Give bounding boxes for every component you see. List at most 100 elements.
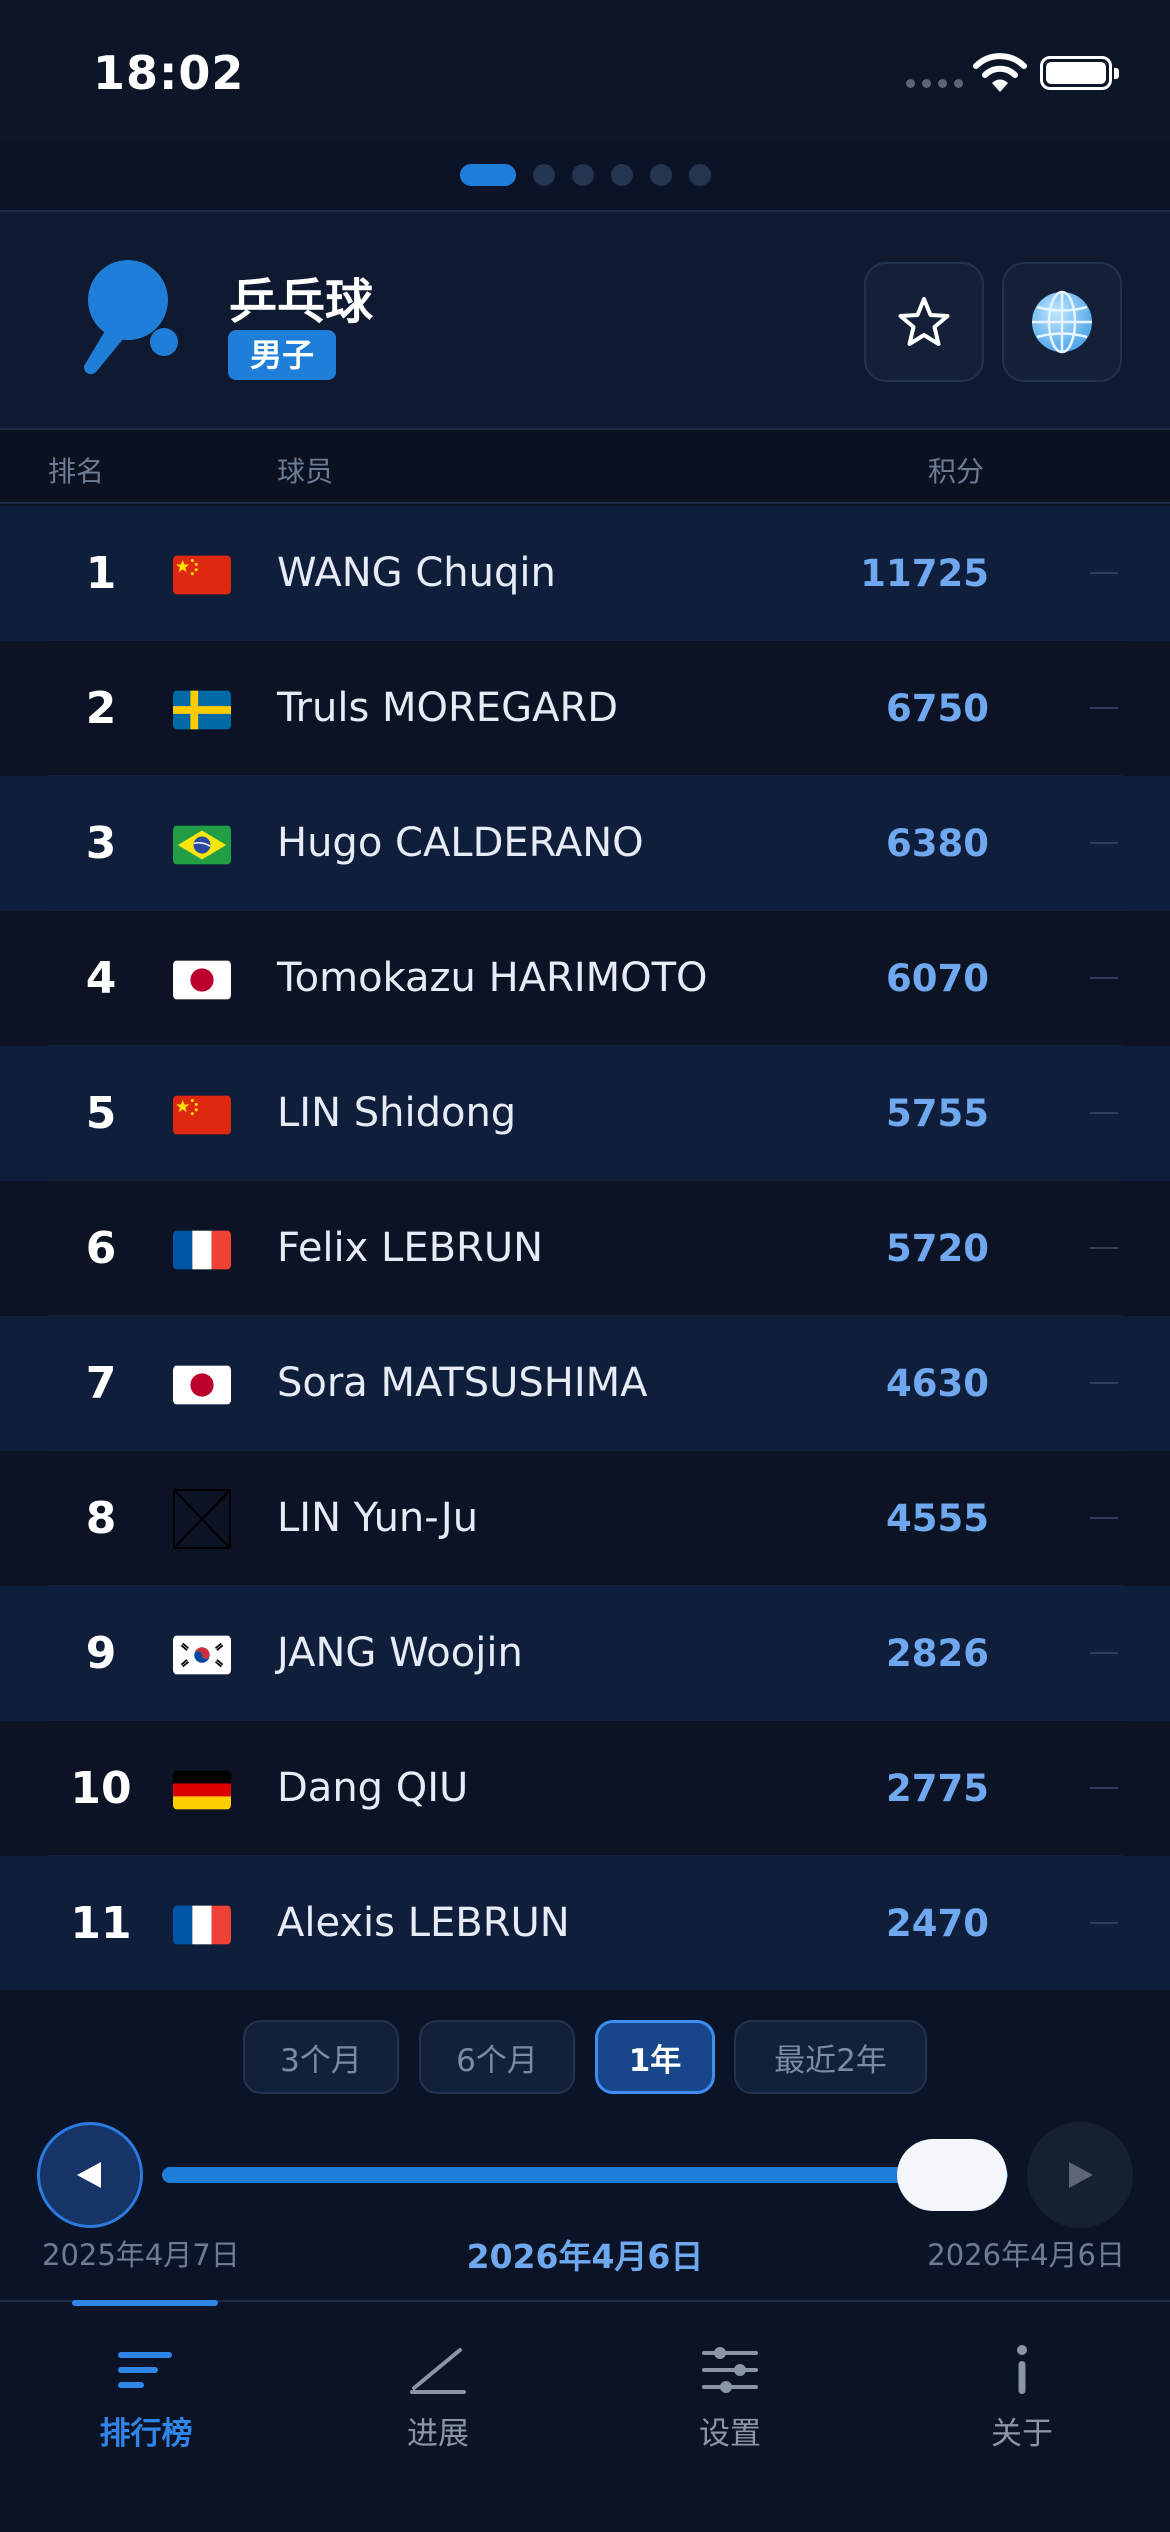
ranking-row[interactable]: 6 Felix LEBRUN 5720 — [0, 1181, 1170, 1316]
timeline-current-date: 2026年4月6日 — [466, 2237, 704, 2276]
rank-number: 8 — [85, 1493, 117, 1544]
rank-number: 11 — [70, 1898, 132, 1949]
player-name: Truls MOREGARD — [277, 685, 619, 731]
player-name: Hugo CALDERANO — [277, 820, 644, 866]
progress-chart-icon — [406, 2342, 470, 2398]
range-1-year-button[interactable]: 1年 — [595, 2020, 715, 2094]
play-backward-icon — [77, 2162, 101, 2188]
rank-change-dash — [1090, 1247, 1118, 1249]
tab-label: 关于 — [991, 2416, 1053, 2452]
ranking-row[interactable]: 3 Hugo CALDERANO 6380 — [0, 776, 1170, 911]
player-points: 11725 — [860, 552, 989, 595]
globe-button[interactable] — [1002, 262, 1122, 382]
player-name: Dang QIU — [277, 1765, 469, 1811]
china-flag-icon — [173, 1095, 231, 1135]
player-points: 2775 — [886, 1767, 989, 1810]
korea-flag-icon — [173, 1635, 231, 1675]
rank-number: 6 — [85, 1223, 117, 1274]
time-range-panel: 3个月 6个月 1年 最近2年 2025年4月7日 2026年4月6日 2026… — [0, 1990, 1170, 2300]
timeline-forward-button[interactable] — [1027, 2122, 1133, 2228]
battery-icon — [1040, 56, 1119, 90]
timeline-back-button[interactable] — [37, 2122, 143, 2228]
range-6-months-button[interactable]: 6个月 — [419, 2020, 575, 2094]
gender-badge[interactable]: 男子 — [228, 330, 337, 380]
tab-rankings[interactable]: 排行榜 — [0, 2342, 292, 2462]
ranking-row[interactable]: 2 Truls MOREGARD 6750 — [0, 641, 1170, 776]
player-name: LIN Shidong — [277, 1090, 517, 1136]
player-points: 4555 — [886, 1497, 989, 1540]
range-3-months-button[interactable]: 3个月 — [243, 2020, 399, 2094]
page-indicator[interactable] — [0, 140, 1170, 212]
japan-flag-icon — [173, 960, 231, 1000]
player-name: Alexis LEBRUN — [277, 1900, 570, 1946]
page-dot[interactable] — [649, 164, 672, 186]
table-header: 排名 球员 积分 — [0, 430, 1170, 504]
rank-change-dash — [1090, 1922, 1118, 1924]
player-points: 2826 — [886, 1632, 989, 1675]
page-dot[interactable] — [610, 164, 633, 186]
ranking-row[interactable]: 7 Sora MATSUSHIMA 4630 — [0, 1316, 1170, 1451]
ranking-row[interactable]: 5 LIN Shidong 5755 — [0, 1046, 1170, 1181]
page-dot[interactable] — [459, 164, 516, 186]
ranking-row[interactable]: 9 JANG Woojin 2826 — [0, 1586, 1170, 1721]
rank-number: 1 — [85, 548, 117, 599]
ranking-row[interactable]: 4 Tomokazu HARIMOTO 6070 — [0, 911, 1170, 1046]
tab-progress[interactable]: 进展 — [292, 2342, 584, 2462]
tab-about[interactable]: 关于 — [876, 2342, 1168, 2462]
rank-number: 4 — [85, 953, 117, 1004]
favorite-button[interactable] — [864, 262, 984, 382]
rank-change-dash — [1090, 1112, 1118, 1114]
timeline-start-date: 2025年4月7日 — [42, 2238, 240, 2272]
tab-settings[interactable]: 设置 — [584, 2342, 876, 2462]
column-points: 积分 — [928, 455, 985, 488]
rank-change-dash — [1090, 572, 1118, 574]
ranking-list: 1 WANG Chuqin 11725 2 Truls MOREGARD 675… — [0, 506, 1170, 1991]
player-name: Tomokazu HARIMOTO — [277, 955, 708, 1001]
globe-icon — [1032, 290, 1092, 354]
sport-header: 乒乓球 男子 — [0, 212, 1170, 430]
rank-number: 2 — [85, 683, 117, 734]
sweden-flag-icon — [173, 690, 231, 730]
player-name: JANG Woojin — [277, 1630, 523, 1676]
rank-change-dash — [1090, 707, 1118, 709]
ranking-row[interactable]: 10 Dang QIU 2775 — [0, 1721, 1170, 1856]
page-dot[interactable] — [571, 164, 594, 186]
france-flag-icon — [173, 1230, 231, 1270]
rank-change-dash — [1090, 1382, 1118, 1384]
tab-label: 进展 — [407, 2416, 469, 2452]
rank-change-dash — [1090, 1652, 1118, 1654]
missing-flag-icon — [173, 1489, 231, 1549]
page-dot[interactable] — [532, 164, 555, 186]
rank-number: 10 — [70, 1763, 132, 1814]
page-dot[interactable] — [688, 164, 711, 186]
wifi-icon — [973, 53, 1027, 92]
player-name: WANG Chuqin — [277, 550, 556, 596]
column-rank: 排名 — [48, 455, 105, 488]
player-points: 4630 — [886, 1362, 989, 1405]
china-flag-icon — [173, 555, 231, 595]
timeline-end-date: 2026年4月6日 — [927, 2238, 1125, 2272]
star-icon — [898, 297, 950, 346]
range-2-years-button[interactable]: 最近2年 — [734, 2020, 927, 2094]
player-points: 5720 — [886, 1227, 989, 1270]
rank-change-dash — [1090, 1787, 1118, 1789]
list-icon — [114, 2342, 178, 2398]
status-time: 18:02 — [93, 46, 245, 100]
tab-bar: 排行榜 进展 设置 关于 — [0, 2300, 1170, 2532]
rank-change-dash — [1090, 977, 1118, 979]
timeline-slider-thumb[interactable] — [897, 2139, 1007, 2211]
rank-change-dash — [1090, 1517, 1118, 1519]
tab-active-indicator — [72, 2300, 218, 2306]
ranking-row[interactable]: 11 Alexis LEBRUN 2470 — [0, 1856, 1170, 1991]
cellular-signal-icon — [906, 79, 963, 88]
tab-label: 设置 — [699, 2416, 761, 2452]
timeline-slider-track[interactable] — [162, 2167, 1008, 2183]
ranking-row[interactable]: 8 LIN Yun-Ju 4555 — [0, 1451, 1170, 1586]
rank-number: 7 — [85, 1358, 117, 1409]
ranking-row[interactable]: 1 WANG Chuqin 11725 — [0, 506, 1170, 641]
player-points: 6380 — [886, 822, 989, 865]
play-forward-icon — [1069, 2162, 1093, 2188]
player-name: LIN Yun-Ju — [277, 1495, 479, 1541]
status-bar: 18:02 — [0, 0, 1170, 140]
table-tennis-paddle-icon — [83, 260, 178, 375]
